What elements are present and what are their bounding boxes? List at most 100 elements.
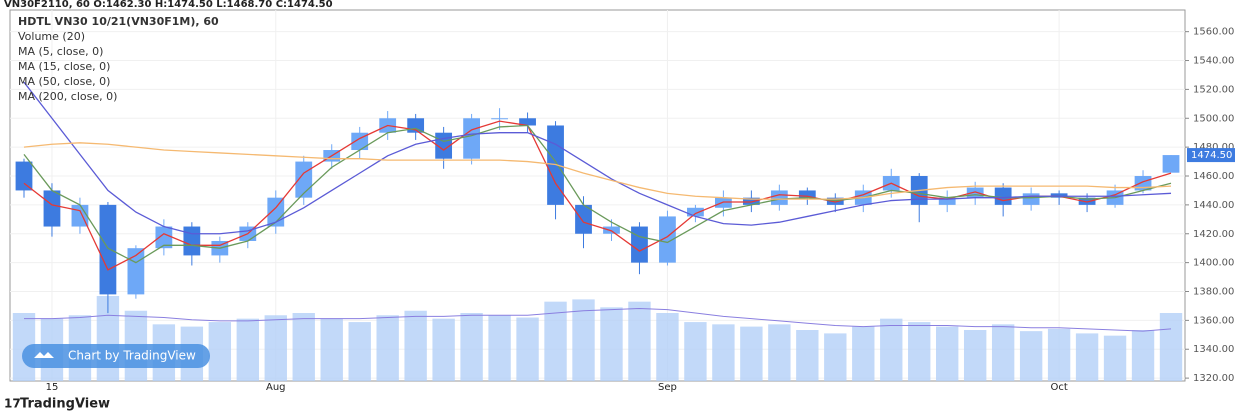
volume-bar — [880, 318, 903, 381]
candle-body — [994, 187, 1012, 205]
candle-body — [742, 197, 760, 205]
volume-bar — [1075, 333, 1099, 381]
candle-body — [715, 197, 732, 208]
volume-bar — [404, 310, 427, 381]
volume-bar — [628, 301, 651, 381]
ma-line — [23, 142, 1172, 200]
volume-bar — [963, 330, 987, 381]
watermark-icon — [34, 352, 54, 358]
y-tick-label: 1400.00 — [1193, 258, 1234, 269]
y-tick-label: 1420.00 — [1193, 229, 1234, 240]
candle-body — [798, 190, 816, 198]
y-tick-label: 1460.00 — [1193, 171, 1234, 182]
ma-line — [23, 120, 1172, 271]
ma-line — [23, 81, 1172, 235]
volume-bar — [768, 324, 791, 381]
candle-body — [603, 226, 620, 234]
candle-body — [1078, 197, 1096, 205]
legend-entry: MA (5, close, 0) — [18, 45, 103, 58]
volume-bar — [264, 315, 287, 381]
y-tick-label: 1560.00 — [1193, 27, 1234, 38]
volume-bar — [572, 299, 595, 381]
last-price-tag — [1187, 148, 1235, 163]
legend-entry: MA (15, close, 0) — [18, 60, 110, 73]
y-tick-label: 1340.00 — [1193, 344, 1234, 355]
watermark[interactable]: Chart by TradingView — [68, 349, 196, 363]
candle-body — [659, 216, 676, 263]
volume-bar — [796, 330, 819, 381]
candle-body — [547, 125, 564, 205]
volume-bar — [1131, 330, 1155, 381]
volume-bar — [376, 315, 399, 381]
volume-bar — [908, 322, 931, 381]
volume-bar — [824, 333, 847, 381]
x-tick-label: Sep — [658, 382, 677, 393]
candle-body — [770, 190, 788, 205]
y-tick-label: 1520.00 — [1193, 84, 1234, 95]
volume-bar — [740, 326, 763, 381]
logo[interactable]: TradingView — [20, 397, 110, 412]
volume-bar — [544, 301, 567, 381]
y-tick-label: 1440.00 — [1193, 200, 1234, 211]
volume-bar — [656, 313, 679, 381]
volume-bar — [936, 326, 959, 381]
candle-body — [183, 226, 201, 256]
x-tick-label: 15 — [46, 382, 59, 393]
candle-body — [43, 190, 61, 227]
y-tick-label: 1380.00 — [1193, 286, 1234, 297]
volume-bar — [348, 322, 371, 381]
y-tick-label: 1320.00 — [1193, 373, 1234, 384]
candle-body — [575, 204, 592, 234]
legend-entry: MA (50, close, 0) — [18, 75, 110, 88]
volume-bar — [1103, 335, 1127, 381]
candle-body — [938, 197, 956, 205]
candle-body — [155, 226, 173, 249]
volume-bar — [684, 322, 707, 381]
candle-body — [463, 118, 480, 159]
volume-bar — [1019, 331, 1043, 381]
header: VN30F2110, 60 O:1462.30 H:1474.50 L:1468… — [4, 0, 333, 10]
volume-bar — [488, 315, 511, 381]
volume-bar — [432, 318, 455, 381]
last-price-label: 1474.50 — [1191, 150, 1232, 161]
candle-body — [491, 118, 508, 120]
volume-bar — [991, 324, 1015, 381]
y-tick-label: 1360.00 — [1193, 315, 1234, 326]
volume-bar — [236, 318, 259, 381]
legend-title: HDTL VN30 10/21(VN30F1M), 60 — [18, 15, 219, 28]
volume-bar — [516, 317, 539, 381]
legend-entry: Volume (20) — [18, 30, 85, 43]
candle-body — [519, 118, 536, 126]
volume-bar — [712, 324, 735, 381]
x-tick-label: Oct — [1050, 382, 1067, 393]
volume-bar — [292, 313, 315, 381]
candle-body — [826, 197, 844, 205]
volume-bar — [1047, 328, 1071, 381]
volume-bar — [208, 322, 232, 381]
logo-mark: 𝟭𝟳 — [4, 397, 21, 411]
x-tick-label: Aug — [266, 382, 286, 393]
y-tick-label: 1540.00 — [1193, 56, 1234, 67]
candle-body — [966, 187, 984, 198]
watermark-badge[interactable] — [22, 344, 210, 368]
plot-frame — [9, 9, 1186, 382]
y-tick-label: 1480.00 — [1193, 142, 1234, 153]
candle-body — [15, 161, 33, 191]
legend-entry: MA (200, close, 0) — [18, 90, 117, 103]
volume-bar — [1159, 313, 1183, 381]
volume-bar — [460, 313, 483, 381]
volume-bar — [320, 318, 343, 381]
candle-body — [1022, 193, 1040, 205]
candle-body — [631, 226, 648, 263]
volume-bar — [852, 326, 875, 381]
volume-bar — [600, 307, 623, 381]
ma-line — [23, 124, 1172, 264]
candle-body — [1162, 155, 1180, 173]
candle-body — [99, 204, 117, 295]
volume-ma — [23, 307, 1172, 332]
candle-body — [1050, 193, 1068, 198]
candle-body — [687, 207, 704, 217]
y-tick-label: 1500.00 — [1193, 113, 1234, 124]
